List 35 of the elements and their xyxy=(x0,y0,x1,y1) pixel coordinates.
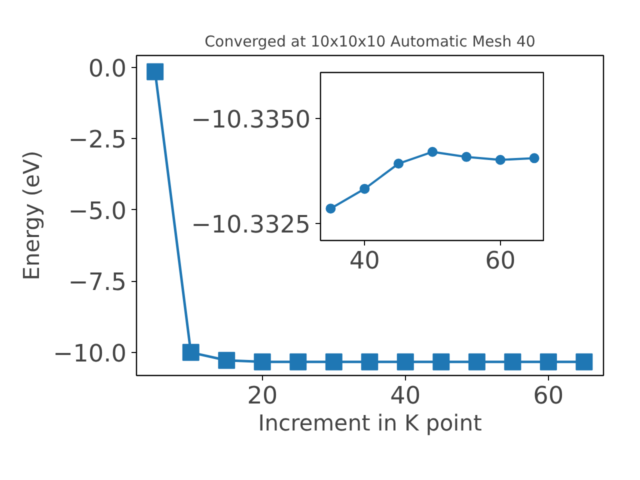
y-tick-label: −10.0 xyxy=(52,339,126,368)
point xyxy=(529,153,540,164)
point xyxy=(540,353,557,370)
point xyxy=(396,353,414,370)
point xyxy=(325,353,342,370)
point xyxy=(360,184,370,194)
point xyxy=(218,352,236,369)
point xyxy=(254,353,271,370)
x-tick-label: 20 xyxy=(247,382,278,410)
x-tick-label: 40 xyxy=(390,382,421,410)
x-tick-label: 40 xyxy=(349,246,380,274)
y-tick-label: −5.0 xyxy=(68,196,127,225)
point xyxy=(326,204,336,214)
y-tick-label: −7.5 xyxy=(68,268,127,296)
point xyxy=(146,63,164,80)
point xyxy=(394,158,404,169)
x-tick-label: 60 xyxy=(485,246,516,274)
point xyxy=(576,353,593,370)
y-tick-label: 0.0 xyxy=(88,54,127,82)
y-axis-title: Energy (eV) xyxy=(20,150,45,280)
point xyxy=(432,353,450,370)
y-tick-label: −10.3325 xyxy=(191,210,311,239)
point xyxy=(428,146,438,157)
x-tick-label: 60 xyxy=(533,382,564,410)
point xyxy=(461,152,472,162)
point xyxy=(504,353,522,370)
chart-title: Converged at 10x10x10 Automatic Mesh 40 xyxy=(204,32,536,50)
point xyxy=(495,154,506,165)
y-tick-label: −10.3350 xyxy=(191,106,311,134)
point xyxy=(182,344,200,361)
y-tick-label: −2.5 xyxy=(68,126,127,154)
x-axis-title: Increment in K point xyxy=(258,412,482,436)
point xyxy=(361,353,378,370)
point xyxy=(290,353,307,370)
point xyxy=(468,353,486,370)
